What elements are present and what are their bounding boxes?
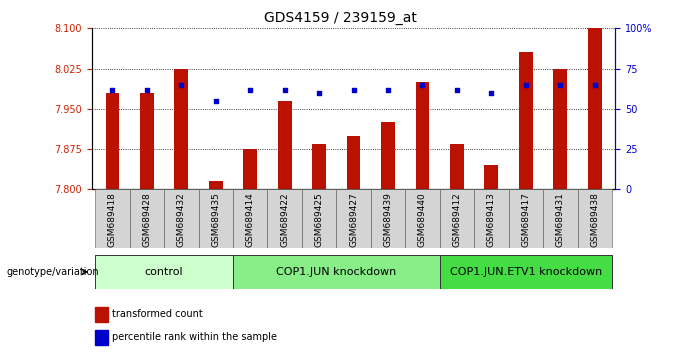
Text: GSM689417: GSM689417 (522, 192, 530, 247)
Bar (95, 189, 130, 248)
Text: GSM689432: GSM689432 (177, 192, 186, 247)
Point (417, 82, 428, 87)
Bar (278, 101, 292, 189)
Text: COP1.JUN.ETV1 knockdown: COP1.JUN.ETV1 knockdown (449, 267, 602, 277)
Bar (140, 93, 154, 189)
Bar (554, 69, 567, 189)
Point (348, 87, 359, 92)
Point (452, 87, 462, 92)
Bar (130, 189, 164, 248)
Text: GSM689439: GSM689439 (384, 192, 392, 247)
Text: GSM689438: GSM689438 (590, 192, 599, 247)
Bar (543, 189, 577, 248)
Bar (233, 255, 440, 289)
Point (486, 90, 497, 96)
Text: transformed count: transformed count (112, 309, 203, 319)
Bar (509, 189, 543, 248)
Point (176, 82, 187, 87)
Text: COP1.JUN knockdown: COP1.JUN knockdown (276, 267, 396, 277)
Bar (267, 189, 302, 248)
Bar (588, 28, 602, 189)
Text: GSM689431: GSM689431 (556, 192, 565, 247)
Bar (440, 255, 612, 289)
Bar (233, 189, 267, 248)
Bar (175, 69, 188, 189)
Text: GSM689425: GSM689425 (315, 192, 324, 247)
Point (210, 98, 221, 104)
Bar (347, 136, 360, 189)
Bar (95, 330, 107, 344)
Point (313, 90, 324, 96)
Bar (312, 144, 326, 189)
Bar (440, 189, 474, 248)
Bar (302, 189, 337, 248)
Bar (371, 189, 405, 248)
Bar (209, 181, 222, 189)
Text: genotype/variation: genotype/variation (7, 267, 99, 277)
Bar (405, 189, 440, 248)
Text: control: control (145, 267, 184, 277)
Point (520, 82, 531, 87)
Text: GSM689412: GSM689412 (452, 192, 462, 247)
Point (279, 87, 290, 92)
Text: GSM689413: GSM689413 (487, 192, 496, 247)
Point (107, 87, 118, 92)
Text: GSM689418: GSM689418 (108, 192, 117, 247)
Point (245, 87, 256, 92)
Bar (415, 82, 429, 189)
Text: GSM689435: GSM689435 (211, 192, 220, 247)
Bar (95, 307, 107, 322)
Bar (450, 144, 464, 189)
Bar (381, 122, 395, 189)
Bar (484, 165, 498, 189)
Text: GSM689440: GSM689440 (418, 192, 427, 247)
Text: percentile rank within the sample: percentile rank within the sample (112, 332, 277, 342)
Bar (519, 52, 532, 189)
Text: GSM689414: GSM689414 (245, 192, 255, 247)
Point (141, 87, 152, 92)
Text: GSM689428: GSM689428 (142, 192, 152, 247)
Bar (474, 189, 509, 248)
Bar (105, 93, 120, 189)
Bar (337, 189, 371, 248)
Bar (95, 255, 233, 289)
Text: GSM689422: GSM689422 (280, 192, 289, 247)
Bar (164, 189, 199, 248)
Text: GDS4159 / 239159_at: GDS4159 / 239159_at (264, 11, 416, 25)
Bar (199, 189, 233, 248)
Point (555, 82, 566, 87)
Text: GSM689427: GSM689427 (349, 192, 358, 247)
Bar (577, 189, 612, 248)
Bar (243, 149, 257, 189)
Point (590, 82, 600, 87)
Point (383, 87, 394, 92)
